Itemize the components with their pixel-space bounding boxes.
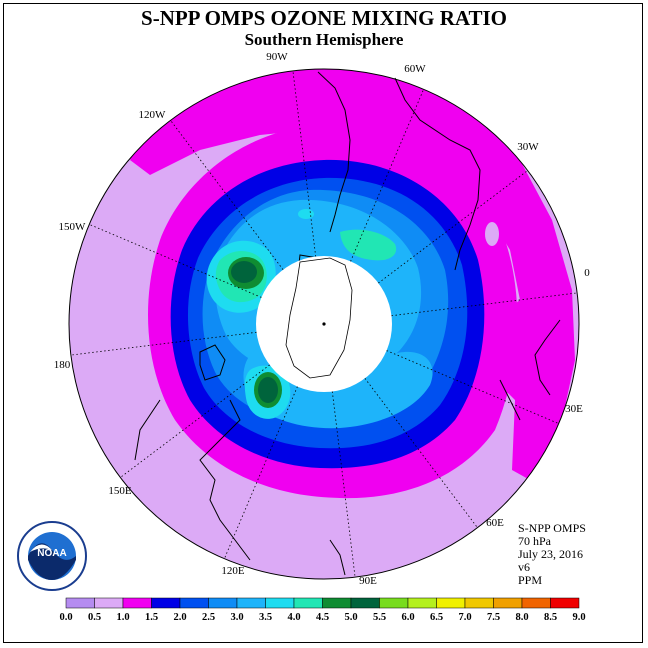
colorbar-swatch bbox=[94, 597, 124, 609]
colorbar-tick-label: 8.0 bbox=[515, 612, 528, 623]
meridian-line bbox=[120, 364, 270, 478]
longitude-label: 60W bbox=[404, 63, 426, 75]
meridian-line bbox=[350, 89, 425, 262]
meridian-line bbox=[364, 378, 478, 528]
meridian-line bbox=[391, 292, 578, 317]
meridian-lines bbox=[70, 70, 578, 578]
ozone-band-5.0-south bbox=[258, 377, 278, 403]
colorbar-tick-label: 6.5 bbox=[430, 612, 443, 623]
colorbar-tick-label: 5.5 bbox=[373, 612, 386, 623]
map-frame bbox=[3, 3, 643, 643]
ozone-patch-0.5 bbox=[485, 222, 499, 246]
instrument-name: S-NPP OMPS bbox=[518, 521, 586, 535]
noaa-logo: NOAA bbox=[16, 520, 88, 597]
colorbar-swatch bbox=[293, 597, 323, 609]
colorbar-tick-label: 1.5 bbox=[145, 612, 158, 623]
colorbar-tick-label: 7.5 bbox=[487, 612, 500, 623]
colorbar-swatch bbox=[208, 597, 238, 609]
longitude-label: 60E bbox=[486, 517, 504, 529]
longitude-label: 150W bbox=[59, 221, 87, 233]
noaa-logo-text: NOAA bbox=[37, 548, 66, 559]
colorbar-swatch bbox=[407, 597, 437, 609]
product-info: S-NPP OMPS 70 hPa July 23, 2016 v6 PPM bbox=[518, 522, 586, 587]
south-pole-marker bbox=[322, 322, 326, 326]
colorbar-swatch bbox=[350, 597, 380, 609]
meridian-line bbox=[70, 331, 257, 356]
map-boundary bbox=[68, 68, 580, 580]
colorbar-swatch bbox=[151, 597, 181, 609]
colorbar-swatch bbox=[521, 597, 551, 609]
meridian-line bbox=[331, 391, 356, 578]
colorbar-swatch bbox=[436, 597, 466, 609]
colorbar-tick-label: 8.5 bbox=[544, 612, 557, 623]
colorbar-swatch bbox=[179, 597, 209, 609]
colorbar-swatch bbox=[65, 597, 95, 609]
colorbar-swatch bbox=[379, 597, 409, 609]
longitude-label: 90E bbox=[359, 575, 377, 587]
colorbar-swatch bbox=[265, 597, 295, 609]
longitude-label: 180 bbox=[54, 359, 71, 371]
longitude-label: 150E bbox=[108, 485, 132, 497]
longitude-label: 120E bbox=[221, 565, 245, 577]
colorbar-tick-label: 3.5 bbox=[259, 612, 272, 623]
colorbar-swatch bbox=[550, 597, 580, 609]
colorbar-tick-label: 3.0 bbox=[230, 612, 243, 623]
observation-date: July 23, 2016 bbox=[518, 547, 584, 561]
ozone-band-5.0-west bbox=[231, 261, 257, 283]
map-title: S-NPP OMPS OZONE MIXING RATIO bbox=[141, 6, 507, 30]
longitude-label: 30E bbox=[565, 403, 583, 415]
ozone-band-3.5-north bbox=[298, 209, 314, 219]
colorbar-tick-label: 6.0 bbox=[401, 612, 414, 623]
colorbar-tick-label: 5.0 bbox=[344, 612, 357, 623]
longitude-label: 0 bbox=[584, 267, 590, 279]
pressure-level: 70 hPa bbox=[518, 534, 551, 548]
colorbar-swatch bbox=[122, 597, 152, 609]
colorbar-tick-label: 1.0 bbox=[116, 612, 129, 623]
map-subtitle: Southern Hemisphere bbox=[244, 30, 404, 49]
colorbar-tick-label: 2.0 bbox=[173, 612, 186, 623]
colorbar-tick-label: 9.0 bbox=[572, 612, 585, 623]
longitude-label: 90W bbox=[266, 51, 288, 63]
colorbar-tick-label: 4.0 bbox=[287, 612, 300, 623]
colorbar: 0.0 0.5 1.0 1.5 2.0 2.5 3.0 3.5 4.0 4.5 5.0 5.5 6.0 6… bbox=[59, 597, 586, 623]
colorbar-tick-label: 7.0 bbox=[458, 612, 471, 623]
colorbar-tick-label: 0.0 bbox=[59, 612, 72, 623]
longitude-labels: 90W 60W 120W 30W 150W 0 180 30E 150E 60E 120E 90E bbox=[54, 51, 591, 587]
colorbar-swatch bbox=[322, 597, 352, 609]
longitude-label: 120W bbox=[139, 109, 167, 121]
longitude-label: 30W bbox=[517, 141, 539, 153]
meridian-line bbox=[378, 170, 528, 284]
colorbar-swatch bbox=[236, 597, 266, 609]
units-label: PPM bbox=[518, 573, 543, 587]
meridian-line bbox=[89, 223, 262, 298]
antarctica-outline bbox=[285, 257, 353, 379]
meridian-line bbox=[292, 70, 317, 257]
meridian-line bbox=[170, 120, 284, 270]
product-version: v6 bbox=[518, 560, 530, 574]
ozone-band-1.0-north bbox=[130, 69, 575, 480]
colorbar-tick-label: 0.5 bbox=[88, 612, 101, 623]
colorbar-swatch bbox=[464, 597, 494, 609]
colorbar-tick-label: 4.5 bbox=[316, 612, 329, 623]
colorbar-swatch bbox=[493, 597, 523, 609]
colorbar-tick-label: 2.5 bbox=[202, 612, 215, 623]
